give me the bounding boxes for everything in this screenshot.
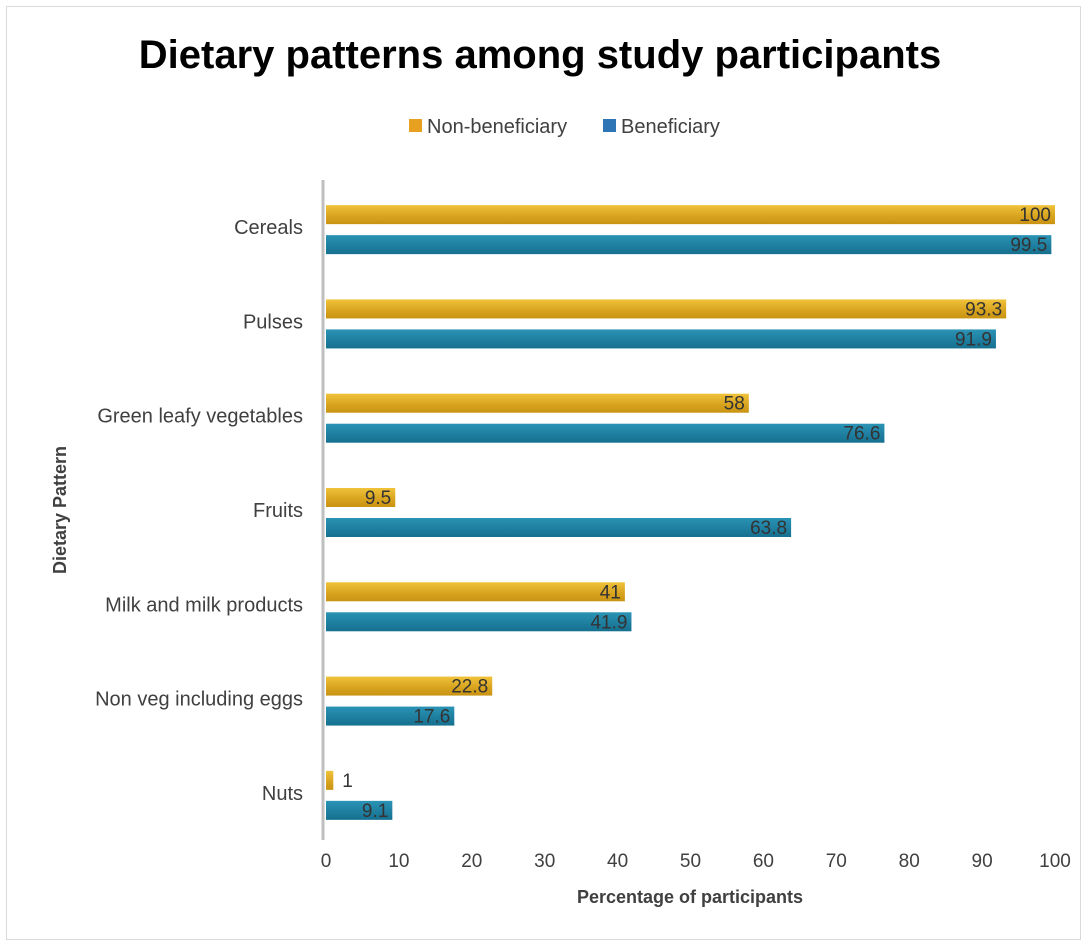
data-label-non-beneficiary-fruits: 9.5 xyxy=(365,488,391,509)
bar-non-beneficiary-milk-and-milk-products xyxy=(326,582,625,602)
data-label-beneficiary-pulses: 91.9 xyxy=(955,329,992,350)
bar-beneficiary-green-leafy-vegetables xyxy=(326,423,885,443)
data-label-non-beneficiary-milk-and-milk-products: 41 xyxy=(600,582,621,603)
chart-title: Dietary patterns among study participant… xyxy=(139,33,941,77)
x-tick-10: 10 xyxy=(388,851,409,872)
data-label-non-beneficiary-nuts: 1 xyxy=(342,771,353,792)
legend-swatch-beneficiary xyxy=(603,119,616,132)
x-tick-80: 80 xyxy=(899,851,920,872)
data-label-beneficiary-nuts: 9.1 xyxy=(362,801,388,822)
x-tick-0: 0 xyxy=(321,851,332,872)
data-label-beneficiary-cereals: 99.5 xyxy=(1010,235,1047,256)
data-label-beneficiary-non-veg-including-eggs: 17.6 xyxy=(413,707,450,728)
legend-label-beneficiary: Beneficiary xyxy=(621,116,720,138)
x-tick-100: 100 xyxy=(1039,851,1071,872)
data-label-non-beneficiary-pulses: 93.3 xyxy=(965,299,1002,320)
bar-beneficiary-fruits xyxy=(326,518,792,537)
bar-non-beneficiary-pulses xyxy=(326,299,1007,319)
data-label-beneficiary-fruits: 63.8 xyxy=(750,518,787,539)
y-axis-title: Dietary Pattern xyxy=(50,446,70,574)
data-label-beneficiary-green-leafy-vegetables: 76.6 xyxy=(843,424,880,445)
chart-frame xyxy=(6,6,1081,940)
x-tick-50: 50 xyxy=(680,851,701,872)
category-label-cereals: Cereals xyxy=(234,217,303,239)
x-axis-title: Percentage of participants xyxy=(577,887,803,907)
data-label-non-beneficiary-non-veg-including-eggs: 22.8 xyxy=(451,677,488,698)
bar-non-beneficiary-fruits xyxy=(326,488,396,507)
data-label-beneficiary-milk-and-milk-products: 41.9 xyxy=(590,612,627,633)
data-label-non-beneficiary-cereals: 100 xyxy=(1019,205,1051,226)
x-tick-labels: 0 10 20 30 40 50 60 70 80 90 100 xyxy=(321,851,1071,872)
legend: Non-beneficiary Beneficiary xyxy=(409,116,720,138)
category-label-nuts: Nuts xyxy=(262,783,303,805)
bar-beneficiary-nuts xyxy=(326,800,393,820)
x-tick-90: 90 xyxy=(972,851,993,872)
bar-beneficiary-milk-and-milk-products xyxy=(326,612,632,632)
data-label-non-beneficiary-green-leafy-vegetables: 58 xyxy=(724,394,745,415)
bar-beneficiary-pulses xyxy=(326,329,996,349)
x-tick-30: 30 xyxy=(534,851,555,872)
x-tick-60: 60 xyxy=(753,851,774,872)
bar-non-beneficiary-cereals xyxy=(326,205,1055,225)
category-label-fruits: Fruits xyxy=(253,500,303,522)
category-label-green-leafy-vegetables: Green leafy vegetables xyxy=(97,406,303,428)
legend-label-non-beneficiary: Non-beneficiary xyxy=(427,116,567,138)
category-label-non-veg-including-eggs: Non veg including eggs xyxy=(95,689,303,711)
legend-swatch-non-beneficiary xyxy=(409,119,422,132)
bars-group: 100 99.5 93.3 91.9 58 76.6 9.5 63.8 41 41.9 22.817… xyxy=(326,205,1055,822)
x-tick-70: 70 xyxy=(826,851,847,872)
category-labels: Cereals Pulses Green leafy vegetables Fruit… xyxy=(95,217,303,805)
bar-non-beneficiary-green-leafy-vegetables xyxy=(326,393,749,413)
bar-non-beneficiary-nuts xyxy=(326,770,334,790)
category-label-milk-and-milk-products: Milk and milk products xyxy=(105,594,303,616)
bar-beneficiary-cereals xyxy=(326,235,1052,255)
category-label-pulses: Pulses xyxy=(243,311,303,333)
x-tick-20: 20 xyxy=(461,851,482,872)
bar-non-beneficiary-non-veg-including-eggs xyxy=(326,676,493,696)
bar-beneficiary-non-veg-including-eggs xyxy=(326,706,455,726)
x-tick-40: 40 xyxy=(607,851,628,872)
